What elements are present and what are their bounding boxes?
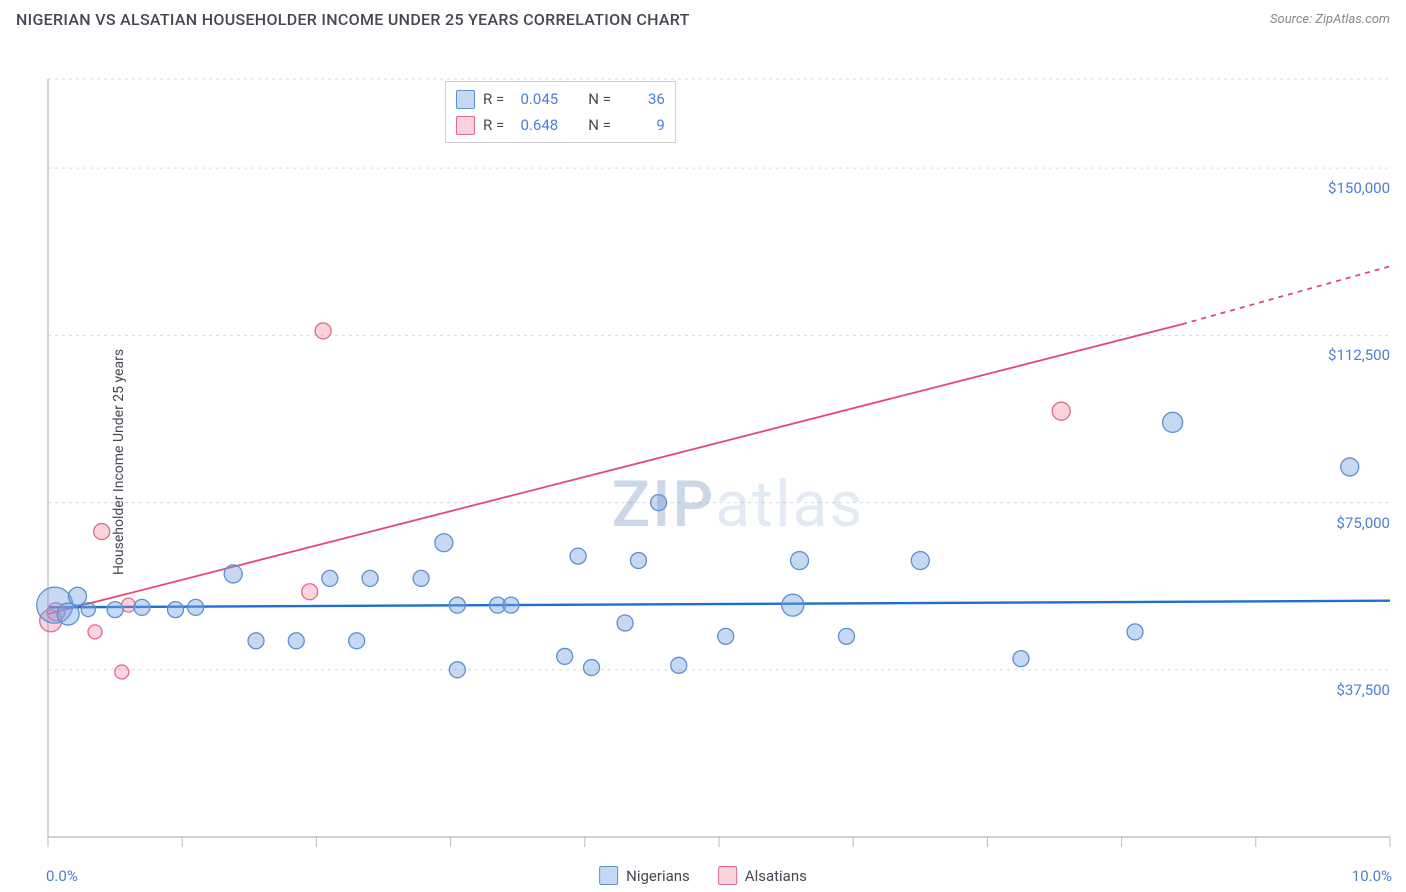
- point-nigerian: [167, 602, 183, 618]
- source-label: Source: ZipAtlas.com: [1270, 12, 1390, 27]
- legend-label: Nigerians: [626, 867, 690, 885]
- point-nigerian: [449, 597, 465, 613]
- point-alsatian: [1052, 402, 1070, 420]
- point-nigerian: [1127, 624, 1143, 640]
- y-tick-label: $150,000: [1328, 179, 1390, 197]
- point-nigerian: [570, 548, 586, 564]
- legend-label: Alsatians: [745, 867, 807, 885]
- point-nigerian: [81, 603, 95, 617]
- top-legend-row-nigerians: R = 0.045 N = 36: [456, 86, 665, 112]
- top-legend-row-alsatians: R = 0.648 N = 9: [456, 112, 665, 138]
- n-label: N =: [588, 90, 611, 108]
- point-nigerian: [349, 633, 365, 649]
- point-alsatian: [88, 625, 102, 639]
- point-nigerian: [584, 660, 600, 676]
- point-nigerian: [1013, 651, 1029, 667]
- point-nigerian: [1341, 458, 1359, 476]
- n-value: 36: [619, 90, 665, 108]
- point-nigerian: [413, 570, 429, 586]
- legend-swatch-icon: [456, 116, 475, 135]
- chart-title: NIGERIAN VS ALSATIAN HOUSEHOLDER INCOME …: [16, 10, 690, 29]
- point-nigerian: [188, 599, 204, 615]
- point-nigerian: [322, 570, 338, 586]
- point-nigerian: [435, 534, 453, 552]
- legend-top: R = 0.045 N = 36 R = 0.648 N = 9: [445, 81, 676, 143]
- point-nigerian: [557, 648, 573, 664]
- point-nigerian: [617, 615, 633, 631]
- scatter-plot-svg: [0, 37, 1406, 867]
- y-tick-label: $37,500: [1336, 681, 1390, 699]
- point-nigerian: [69, 587, 87, 605]
- x-tick-label: 10.0%: [1352, 867, 1392, 885]
- r-value: 0.045: [512, 90, 558, 108]
- point-nigerian: [671, 657, 687, 673]
- point-nigerian: [630, 553, 646, 569]
- r-value: 0.648: [512, 116, 558, 134]
- point-nigerian: [107, 602, 123, 618]
- point-alsatian: [315, 323, 331, 339]
- point-alsatian: [302, 584, 318, 600]
- r-label: R =: [483, 90, 504, 108]
- point-alsatian: [115, 665, 129, 679]
- r-label: R =: [483, 116, 504, 134]
- point-nigerian: [288, 633, 304, 649]
- point-nigerian: [57, 603, 79, 625]
- legend-item-nigerians: Nigerians: [599, 866, 690, 885]
- point-nigerian: [224, 565, 242, 583]
- legend-swatch-icon: [456, 90, 475, 109]
- legend-bottom: Nigerians Alsatians: [599, 866, 807, 885]
- point-nigerian: [1163, 412, 1183, 432]
- point-nigerian: [791, 552, 809, 570]
- legend-swatch-icon: [718, 866, 737, 885]
- legend-item-alsatians: Alsatians: [718, 866, 807, 885]
- y-tick-label: $75,000: [1336, 514, 1390, 532]
- y-axis-label: Householder Income Under 25 years: [111, 349, 127, 575]
- point-nigerian: [362, 570, 378, 586]
- point-nigerian: [718, 628, 734, 644]
- point-nigerian: [911, 552, 929, 570]
- point-nigerian: [248, 633, 264, 649]
- point-nigerian: [134, 599, 150, 615]
- point-nigerian: [449, 662, 465, 678]
- n-value: 9: [619, 116, 665, 134]
- point-nigerian: [651, 495, 667, 511]
- chart-area: Householder Income Under 25 years $37,50…: [0, 37, 1406, 887]
- point-alsatian: [94, 524, 110, 540]
- point-nigerian: [838, 628, 854, 644]
- point-nigerian: [782, 594, 804, 616]
- x-tick-label: 0.0%: [46, 867, 78, 885]
- y-tick-label: $112,500: [1328, 346, 1390, 364]
- legend-swatch-icon: [599, 866, 618, 885]
- n-label: N =: [588, 116, 611, 134]
- point-nigerian: [503, 597, 519, 613]
